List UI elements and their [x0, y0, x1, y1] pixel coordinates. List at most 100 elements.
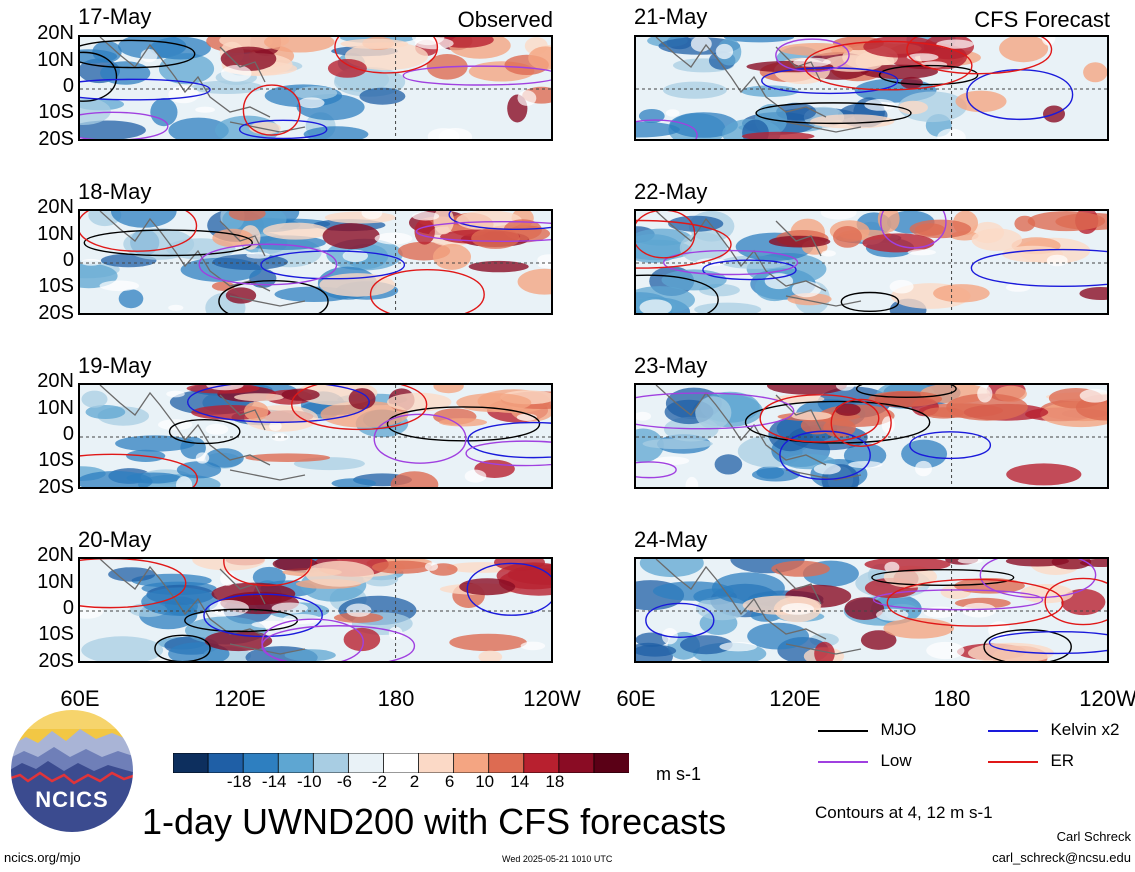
footer-email[interactable]: carl_schreck@ncsu.edu [992, 850, 1131, 865]
lon-label-120e-left: 120E [214, 686, 266, 711]
lat-label-row3-1: 10N [37, 397, 74, 419]
lon-label-120w-right: 120W [1079, 686, 1135, 711]
colorbar-swatch-5 [347, 752, 385, 774]
legend-item-mjo: MJO [818, 720, 916, 740]
colorbar-tick-8: 14 [510, 772, 530, 791]
map-panel-forecast-3 [634, 383, 1109, 489]
legend-label-kelvin: Kelvin x2 [1050, 720, 1120, 739]
map-panel-graphic [636, 37, 1107, 139]
figure-title: 1-day UWND200 with CFS forecasts [142, 801, 727, 842]
lon-label-60e-right: 60E [616, 686, 656, 711]
panel-date-forecast-3: 23-May [634, 353, 708, 378]
legend-label-er: ER [1050, 751, 1075, 770]
colorbar-swatch-8 [453, 752, 490, 774]
colorbar-swatch-6 [383, 752, 420, 774]
map-panel-graphic [80, 385, 551, 487]
lat-label-row2-0: 20N [37, 196, 74, 218]
lat-label-row4-3: 10S [38, 623, 74, 645]
map-panel-graphic [636, 211, 1107, 313]
ncics-logo[interactable]: NCICS [8, 707, 136, 835]
colorbar-swatch-7 [418, 752, 455, 774]
panel-date-forecast-1: 21-May [634, 4, 708, 29]
map-panel-graphic [80, 37, 551, 139]
legend-swatch-low [818, 760, 868, 763]
map-panel-observed-4 [78, 557, 553, 663]
lat-label-row3-2: 0 [62, 423, 74, 445]
legend-swatch-er [988, 760, 1038, 763]
lat-label-row1-4: 20S [38, 128, 74, 150]
colorbar-swatch-10 [523, 752, 560, 774]
lat-label-row2-2: 0 [62, 249, 74, 271]
lat-label-row1-2: 0 [62, 75, 74, 97]
colorbar-unit: m s-1 [656, 764, 701, 784]
map-panel-graphic [80, 559, 551, 661]
lon-label-120e-right: 120E [769, 686, 821, 711]
ncics-logo-text: NCICS [35, 787, 109, 812]
colorbar-tick-6: 6 [444, 772, 455, 791]
colorbar-tick-3: -6 [336, 772, 352, 791]
lon-label-120w-left: 120W [523, 686, 581, 711]
legend-swatch-kelvin [988, 729, 1038, 732]
panel-date-observed-4: 20-May [78, 527, 152, 552]
lat-label-row4-4: 20S [38, 650, 74, 672]
colorbar-swatch-0 [172, 752, 209, 774]
panel-date-observed-3: 19-May [78, 353, 152, 378]
colorbar-swatch-12 [593, 752, 630, 774]
panel-date-observed-1: 17-May [78, 4, 152, 29]
lat-label-row1-1: 10N [37, 49, 74, 71]
lat-label-row2-4: 20S [38, 302, 74, 324]
map-panel-forecast-2 [634, 209, 1109, 315]
legend-label-low: Low [880, 751, 912, 770]
legend-item-low: Low [818, 751, 912, 771]
lat-label-row1-0: 20N [37, 22, 74, 44]
colorbar-swatch-9 [488, 752, 525, 774]
map-panel-graphic [636, 385, 1107, 487]
map-panel-forecast-1 [634, 35, 1109, 141]
colorbar-swatch-11 [558, 752, 595, 774]
legend-swatch-mjo [818, 729, 868, 732]
panel-date-observed-2: 18-May [78, 179, 152, 204]
ncics-logo-graphic [9, 708, 135, 834]
colorbar-swatch-4 [312, 752, 350, 774]
forecast-title: CFS Forecast [974, 7, 1110, 32]
colorbar-tick-4: -2 [371, 772, 388, 791]
lon-label-180-left: 180 [377, 686, 415, 711]
footer-timestamp: Wed 2025-05-21 1010 UTC [502, 854, 613, 864]
lat-label-row4-2: 0 [62, 597, 74, 619]
colorbar-tick-9: 18 [545, 772, 565, 791]
colorbar-swatches [172, 752, 630, 774]
lat-label-row1-3: 10S [38, 101, 74, 123]
lat-label-row4-0: 20N [37, 544, 74, 566]
colorbar-tick-1: -14 [261, 772, 287, 791]
panel-date-forecast-2: 22-May [634, 179, 708, 204]
observed-title: Observed [457, 7, 553, 32]
panel-date-forecast-4: 24-May [634, 527, 708, 552]
footer-author: Carl Schreck [1056, 829, 1131, 844]
legend-item-kelvin: Kelvin x2 [988, 720, 1119, 740]
colorbar-swatch-1 [207, 752, 245, 774]
lat-label-row3-0: 20N [37, 370, 74, 392]
colorbar [172, 752, 630, 778]
lon-label-180-right: 180 [933, 686, 971, 711]
map-panel-forecast-4 [634, 557, 1109, 663]
footer-url[interactable]: ncics.org/mjo [4, 850, 81, 865]
contours-note: Contours at 4, 12 m s-1 [815, 803, 993, 822]
lat-label-row2-1: 10N [37, 223, 74, 245]
map-panel-graphic [636, 559, 1107, 661]
lat-label-row4-1: 10N [37, 571, 74, 593]
colorbar-swatch-3 [277, 752, 315, 774]
lon-label-60e-left: 60E [60, 686, 100, 711]
colorbar-tick-7: 10 [475, 772, 495, 791]
legend-item-er: ER [988, 751, 1074, 771]
lat-label-row2-3: 10S [38, 275, 74, 297]
map-panel-observed-2 [78, 209, 553, 315]
map-panel-observed-1 [78, 35, 553, 141]
colorbar-tick-0: -18 [226, 772, 252, 791]
lat-label-row3-4: 20S [38, 476, 74, 498]
colorbar-tick-5: 2 [409, 772, 420, 791]
colorbar-swatch-2 [242, 752, 280, 774]
legend-label-mjo: MJO [880, 720, 917, 739]
map-panel-observed-3 [78, 383, 553, 489]
map-panel-graphic [80, 211, 551, 313]
colorbar-tick-2: -10 [297, 772, 322, 791]
